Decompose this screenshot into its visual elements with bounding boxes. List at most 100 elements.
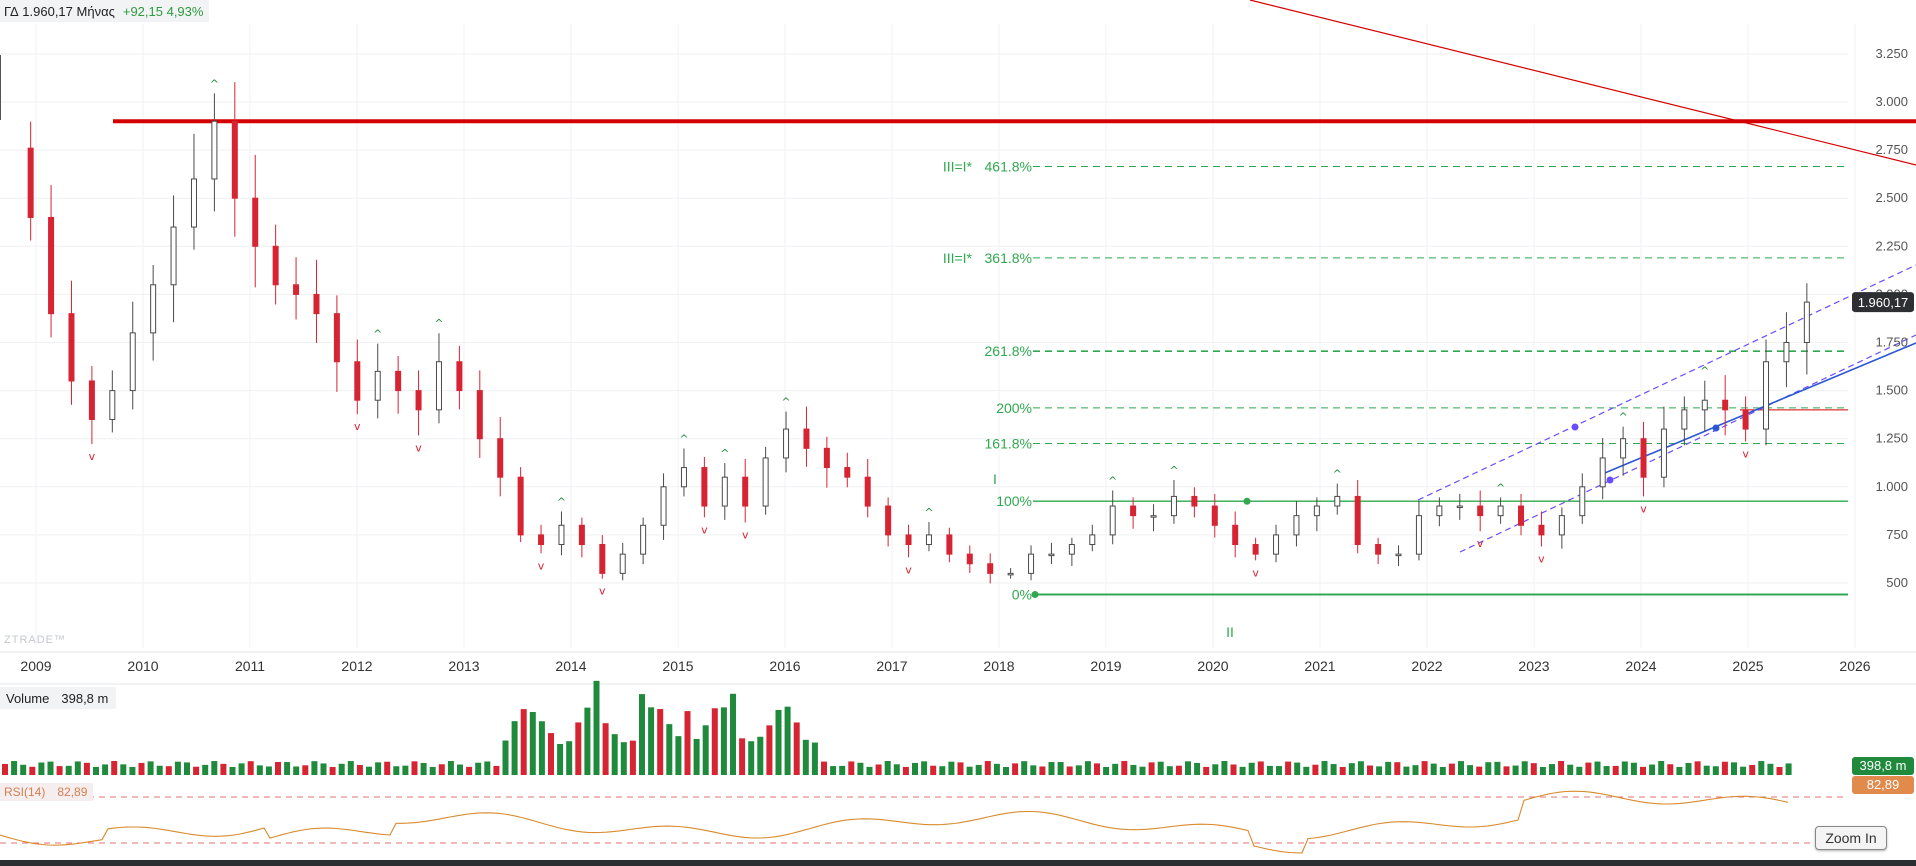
candle-body [252, 197, 259, 247]
volume-bar [739, 738, 746, 775]
swing-high-marker: ^ [434, 317, 443, 330]
volume-bar [1549, 764, 1555, 775]
volume-bar [1721, 761, 1728, 775]
volume-bar [356, 764, 363, 775]
volume-bar [475, 762, 482, 775]
price-tick-label: 2.750 [1875, 142, 1908, 157]
volume-bar [1467, 765, 1474, 775]
volume-bar [748, 741, 755, 775]
candle-body [1456, 505, 1463, 509]
volume-bar [912, 762, 918, 775]
candle-body [1028, 553, 1035, 574]
volume-bar [329, 766, 336, 775]
volume-bar [1175, 765, 1182, 775]
candle-body [435, 361, 442, 411]
candle-body [497, 438, 504, 478]
year-tick-label: 2026 [1839, 658, 1870, 674]
volume-bar [1412, 765, 1419, 775]
zoom-in-button[interactable]: Zoom In [1815, 826, 1887, 850]
volume-bar [29, 766, 36, 775]
year-tick-label: 2024 [1625, 658, 1656, 674]
price-tick-label: 1.000 [1875, 479, 1908, 494]
swing-high-marker: ^ [1333, 468, 1342, 481]
volume-bar [1649, 764, 1656, 775]
swing-high-marker: ^ [1169, 464, 1178, 477]
volume-bar [1694, 761, 1701, 775]
candle-body [1191, 495, 1198, 507]
volume-bar [1485, 762, 1492, 775]
rsi-legend: RSI(14) 82,89 [0, 783, 94, 801]
volume-bar [1658, 761, 1665, 775]
volume-bar [1230, 764, 1237, 775]
volume-bar [111, 761, 118, 775]
volume-pane: 398,8 m [2, 680, 1914, 775]
volume-bar [1512, 765, 1519, 775]
volume-bar [65, 765, 72, 775]
swing-low-marker: v [1538, 552, 1545, 565]
volume-bar [1685, 762, 1692, 775]
volume-bar [1676, 766, 1683, 775]
volume-bar [948, 761, 955, 775]
volume-bar [420, 763, 427, 775]
volume-bar [1048, 762, 1055, 775]
swing-low-marker: v [354, 420, 361, 433]
volume-bar [966, 766, 973, 775]
wave-label-iii-361: III=I* [943, 250, 973, 266]
volume-bar [648, 707, 655, 775]
candle-body [680, 467, 687, 488]
volume-bar [1094, 763, 1100, 775]
volume-bar [975, 764, 982, 775]
candle-body [1048, 553, 1055, 557]
year-tick-label: 2011 [235, 658, 265, 674]
candle-body [48, 216, 55, 315]
candle-body [1436, 505, 1443, 517]
volume-bar [502, 740, 509, 775]
volume-bar [921, 761, 928, 775]
volume-bar [38, 762, 45, 775]
volume-bar [1621, 761, 1628, 775]
volume-bar [939, 766, 946, 775]
volume-bar [902, 766, 909, 775]
candle-body [701, 467, 708, 507]
volume-bar [1012, 763, 1019, 775]
volume-bar [711, 708, 718, 775]
swing-high-marker: ^ [1618, 411, 1627, 424]
volume-bar [1594, 761, 1601, 775]
volume-bar [720, 707, 727, 775]
candle-body [27, 147, 34, 218]
volume-bar [775, 709, 782, 775]
volume-bar [1776, 766, 1783, 775]
volume-bar [56, 766, 63, 775]
year-tick-label: 2022 [1411, 658, 1442, 674]
fib-level-label: 361.8% [985, 250, 1032, 266]
volume-bar [1558, 761, 1565, 775]
candle-body [1252, 544, 1259, 555]
volume-bar [265, 766, 272, 775]
last-price-tag: 1.960,17 [1858, 295, 1909, 310]
candle-body [599, 544, 606, 574]
candle-body [1620, 438, 1627, 459]
candle-body [1742, 409, 1749, 430]
volume-bar [1394, 762, 1401, 775]
swing-low-marker: v [905, 563, 912, 576]
volume-bar [238, 763, 245, 775]
swing-low-marker: v [89, 450, 96, 463]
volume-bar [293, 766, 300, 775]
volume-bar [193, 766, 200, 775]
trend-lines [113, 0, 1916, 553]
volume-bar [1731, 762, 1737, 775]
candle-body [415, 390, 422, 411]
price-tick-label: 3.250 [1875, 46, 1908, 61]
swing-low-marker: v [599, 585, 606, 598]
volume-bar [766, 725, 773, 775]
volume-bar [666, 724, 673, 775]
volume-bar [684, 711, 691, 775]
volume-bar [1612, 765, 1619, 775]
volume-bar [1530, 763, 1537, 775]
price-tick-label: 500 [1886, 575, 1908, 590]
volume-bar [1603, 766, 1610, 775]
fib-anchor-point [1031, 591, 1039, 599]
volume-bar [784, 706, 791, 775]
rsi-label: RSI(14) [4, 785, 46, 799]
